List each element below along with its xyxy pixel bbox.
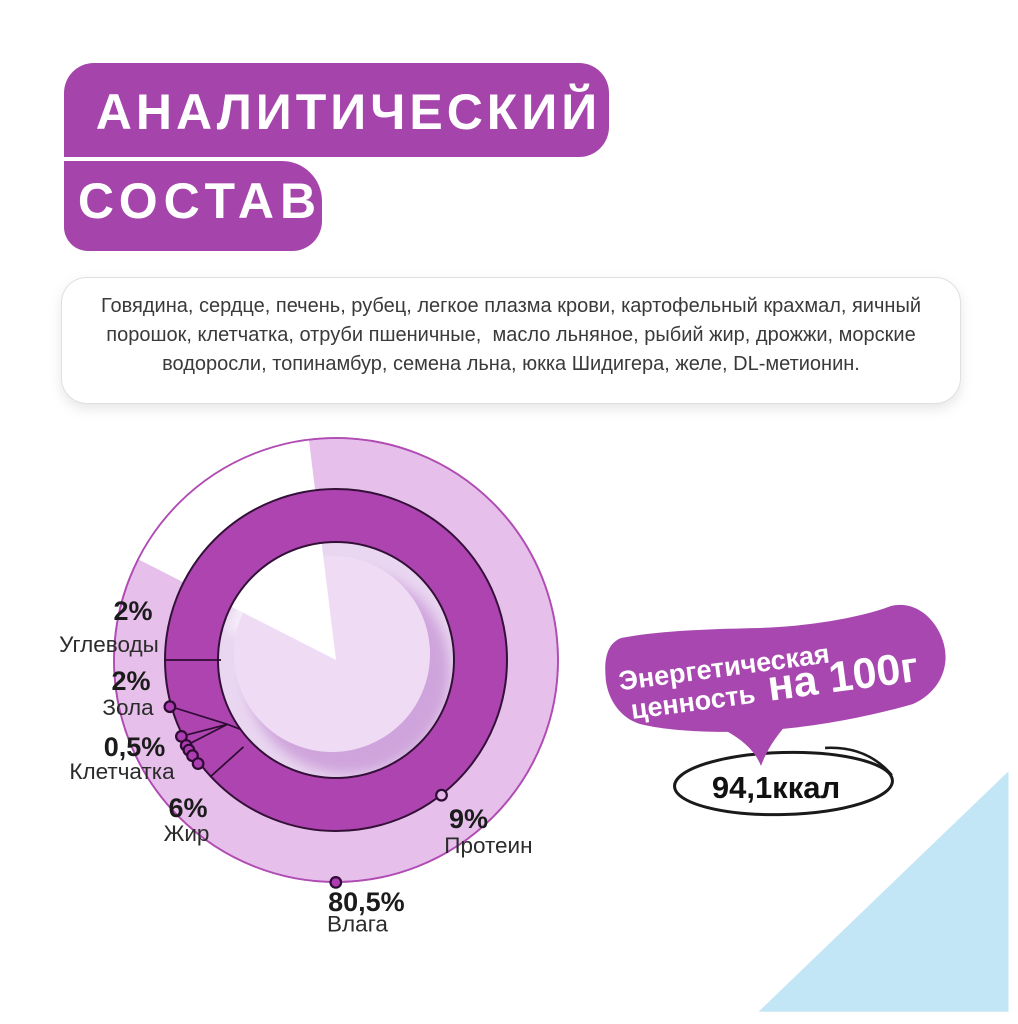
svg-text:Углеводы: Углеводы xyxy=(59,632,159,657)
svg-text:9%: 9% xyxy=(449,804,488,834)
svg-text:Зола: Зола xyxy=(102,695,154,720)
svg-text:Жир: Жир xyxy=(164,821,210,846)
svg-text:Влага: Влага xyxy=(327,912,388,937)
svg-text:2%: 2% xyxy=(111,666,150,696)
svg-text:2%: 2% xyxy=(113,596,152,626)
svg-text:94,1ккал: 94,1ккал xyxy=(712,770,840,805)
svg-text:Клетчатка: Клетчатка xyxy=(69,759,175,784)
svg-text:6%: 6% xyxy=(168,793,207,823)
svg-text:0,5%: 0,5% xyxy=(104,732,166,762)
svg-text:80,5%: 80,5% xyxy=(328,887,405,917)
svg-text:Протеин: Протеин xyxy=(444,833,532,858)
